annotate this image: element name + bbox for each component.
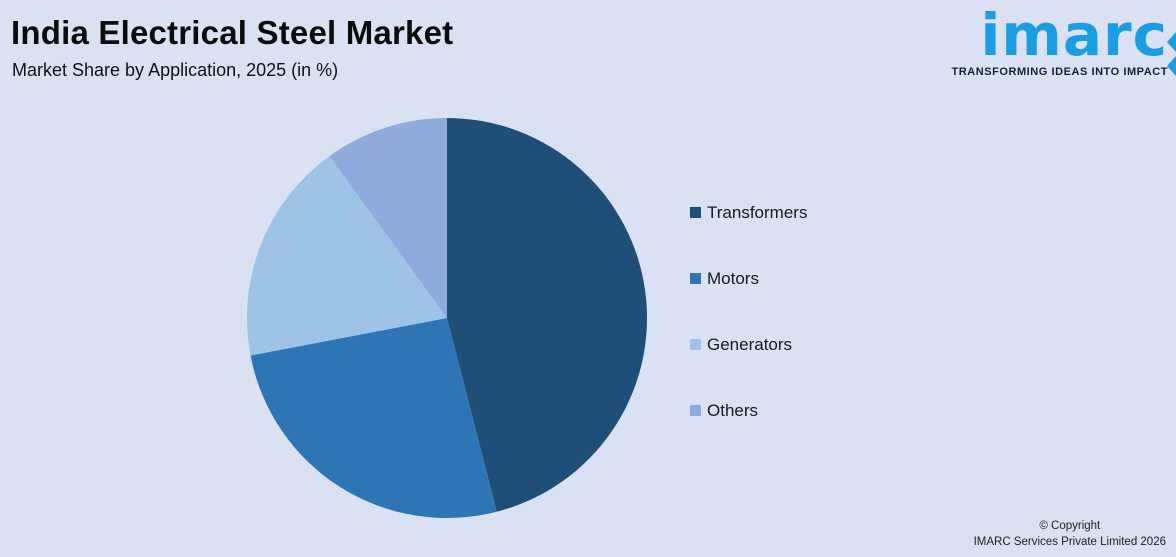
legend-item-transformers: Transformers (690, 204, 807, 221)
legend: Transformers Motors Generators Others (690, 204, 807, 419)
pie-slice-others (329, 118, 447, 318)
imarc-logo-text: imarc (980, 1, 1168, 69)
legend-swatch-icon (690, 207, 701, 218)
pie-slice-transformers (447, 118, 648, 512)
legend-swatch-icon (690, 405, 701, 416)
legend-label: Motors (707, 269, 759, 288)
logo-arrow-edge-icon (1167, 32, 1176, 76)
pie-slice-motors (250, 318, 497, 519)
legend-swatch-icon (690, 339, 701, 350)
page-subtitle: Market Share by Application, 2025 (in %) (12, 60, 339, 80)
page-title: India Electrical Steel Market (11, 14, 454, 51)
legend-label: Generators (707, 335, 793, 354)
legend-label: Transformers (707, 203, 808, 222)
legend-item-generators: Generators (690, 336, 807, 353)
imarc-logo: imarc TRANSFORMING IDEAS INTO IMPACT (951, 6, 1168, 78)
legend-swatch-icon (690, 273, 701, 284)
pie-chart-svg (246, 118, 648, 519)
imarc-logo-tagline: TRANSFORMING IDEAS INTO IMPACT (951, 66, 1168, 78)
legend-item-motors: Motors (690, 270, 807, 287)
copyright-line2: IMARC Services Private Limited 2026 (973, 536, 1166, 549)
pie-chart (237, 108, 657, 528)
copyright-line1: © Copyright (1039, 519, 1101, 532)
legend-label: Others (707, 401, 759, 420)
legend-item-others: Others (690, 402, 807, 419)
pie-slice-generators (246, 156, 447, 356)
copyright-notice: © Copyright IMARC Services Private Limit… (974, 518, 1166, 551)
